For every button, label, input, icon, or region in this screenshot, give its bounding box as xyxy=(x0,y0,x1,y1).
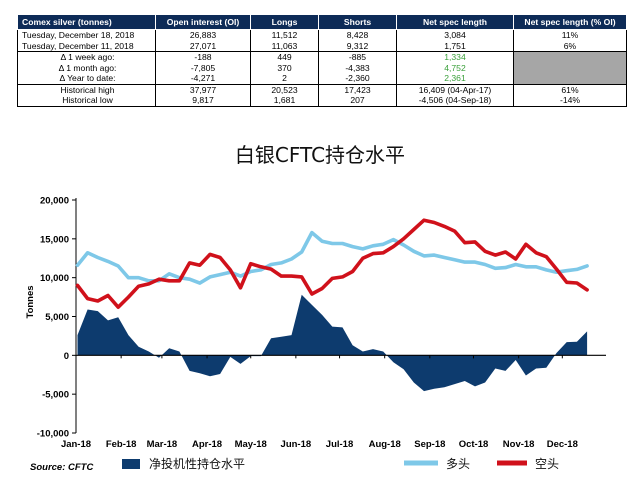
table-cell: 1,751 xyxy=(396,40,514,52)
y-tick-label: 10,000 xyxy=(40,273,69,284)
y-tick-label: 0 xyxy=(64,351,69,362)
x-tick-label: Sep-18 xyxy=(414,439,445,450)
table-cell: 370 xyxy=(250,62,319,73)
table-cell: 2 xyxy=(250,73,319,85)
x-tick-label: Aug-18 xyxy=(369,439,401,450)
series-lines-layer xyxy=(75,218,589,310)
x-tick-label: Jan-18 xyxy=(61,439,91,450)
header-cell: Net spec length (% OI) xyxy=(513,14,627,30)
row-label: Tuesday, December 11, 2018 xyxy=(17,40,156,52)
source-note: Source: CFTC xyxy=(30,462,93,473)
table-cell: 207 xyxy=(318,95,397,107)
x-tick-label: Oct-18 xyxy=(459,439,489,450)
table-cell: 449 xyxy=(250,51,319,63)
table-row: Δ 1 week ago: -188 449 -885 1,334 xyxy=(17,51,627,84)
row-label: Tuesday, December 18, 2018 xyxy=(17,29,156,41)
x-tick-labels: Jan-18 Feb-18 Mar-18 Apr-18 May-18 Jun-18 Jul-… xyxy=(61,439,578,450)
table-cell: 2,361 xyxy=(396,73,514,85)
table-cell: 1,681 xyxy=(250,95,319,107)
table-cell: 9,817 xyxy=(155,95,251,107)
x-tick-label: Mar-18 xyxy=(147,439,178,450)
y-tick-label: 20,000 xyxy=(40,196,69,207)
x-tick-label: Feb-18 xyxy=(106,439,137,450)
table-cell: -885 xyxy=(318,51,397,63)
table-cell: 17,423 xyxy=(318,83,397,95)
y-tick-label: -5,000 xyxy=(42,390,69,401)
table-cell: 27,071 xyxy=(155,40,251,52)
cftc-positions-chart: 白银CFTC持仓水平 Tonnes -10,000 -5,000 0 5,000 10,… xyxy=(25,143,606,473)
table-row: Historical high 37,977 20,523 17,423 16,… xyxy=(17,83,627,95)
net-position-area-layer xyxy=(77,294,588,392)
legend-swatch-net xyxy=(122,459,140,469)
x-tick-label: Jun-18 xyxy=(281,439,312,450)
axes-layer xyxy=(72,198,606,434)
table-cell: -2,360 xyxy=(318,73,397,85)
grey-cell xyxy=(513,51,627,84)
table-cell: 11,063 xyxy=(250,40,319,52)
table-row: Δ 1 month ago: -7,805 370 -4,383 4,752 xyxy=(17,62,627,73)
x-tick-label: Dec-18 xyxy=(547,439,578,450)
table-cell: 11% xyxy=(513,29,627,41)
table-cell: 8,428 xyxy=(318,29,397,41)
header-cell: Comex silver (tonnes) xyxy=(17,14,156,30)
shorts-line xyxy=(75,218,589,310)
longs-line xyxy=(75,230,589,285)
table-cell: 16,409 (04-Apr-17) xyxy=(396,83,514,95)
legend-label-shorts: 空头 xyxy=(535,457,559,471)
y-tick-label: 15,000 xyxy=(40,234,69,245)
x-tick-label: May-18 xyxy=(235,439,267,450)
row-label: Δ 1 month ago: xyxy=(17,62,156,73)
table-cell: -4,383 xyxy=(318,62,397,73)
table-cell: -7,805 xyxy=(155,62,251,73)
table-cell: 61% xyxy=(513,83,627,95)
table-cell: 11,512 xyxy=(250,29,319,41)
table-cell: 37,977 xyxy=(155,83,251,95)
cot-summary-table: Comex silver (tonnes) Open interest (OI)… xyxy=(17,14,627,107)
row-label: Δ 1 week ago: xyxy=(17,51,156,63)
y-tick-label: 5,000 xyxy=(45,312,69,323)
row-label: Historical low xyxy=(17,95,156,107)
header-cell: Open interest (OI) xyxy=(155,14,251,30)
table-cell: -188 xyxy=(155,51,251,63)
table-cell: -4,506 (04-Sep-18) xyxy=(396,95,514,107)
row-label: Historical high xyxy=(17,83,156,95)
table-cell: 9,312 xyxy=(318,40,397,52)
chart-legend: 净投机性持仓水平 多头 空头 xyxy=(122,456,559,471)
table-cell: 26,883 xyxy=(155,29,251,41)
header-cell: Longs xyxy=(250,14,319,30)
table-row: Tuesday, December 11, 2018 27,071 11,063… xyxy=(17,40,627,52)
y-tick-labels: -10,000 -5,000 0 5,000 10,000 15,000 20,000 xyxy=(37,196,69,440)
row-label: Δ Year to date: xyxy=(17,73,156,85)
header-cell: Shorts xyxy=(318,14,397,30)
table-header-row: Comex silver (tonnes) Open interest (OI)… xyxy=(17,14,627,30)
x-tick-label: Apr-18 xyxy=(192,439,222,450)
y-tick-label: -10,000 xyxy=(37,429,69,440)
x-tick-label: Nov-18 xyxy=(503,439,535,450)
table-cell: 6% xyxy=(513,40,627,52)
table-row: Tuesday, December 18, 2018 26,883 11,512… xyxy=(17,29,627,41)
table-cell: 20,523 xyxy=(250,83,319,95)
header-cell: Net spec length xyxy=(396,14,514,30)
y-axis-label: Tonnes xyxy=(25,285,36,318)
table-cell: 3,084 xyxy=(396,29,514,41)
table-row: Historical low 9,817 1,681 207 -4,506 (0… xyxy=(17,95,627,107)
table-cell: -14% xyxy=(513,95,627,107)
legend-label-longs: 多头 xyxy=(446,457,470,471)
chart-title: 白银CFTC持仓水平 xyxy=(235,143,405,167)
table-cell: 4,752 xyxy=(396,62,514,73)
table-cell: 1,334 xyxy=(396,51,514,63)
table-cell: -4,271 xyxy=(155,73,251,85)
x-tick-label: Jul-18 xyxy=(326,439,353,450)
legend-label-net: 净投机性持仓水平 xyxy=(149,456,245,471)
net-position-area xyxy=(77,294,588,392)
